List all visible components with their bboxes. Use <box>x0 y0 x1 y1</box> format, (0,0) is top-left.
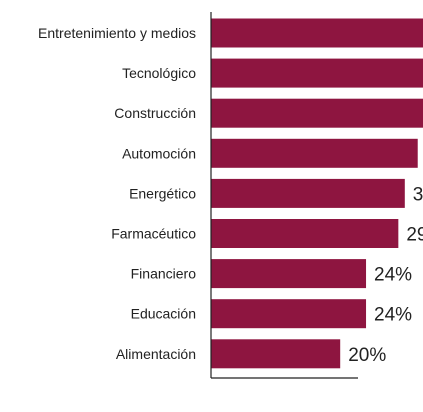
bar <box>211 98 423 128</box>
category-label: Tecnológico <box>122 65 196 81</box>
bar <box>211 18 423 48</box>
bar <box>211 138 418 168</box>
category-label: Automoción <box>122 145 196 161</box>
value-label: 20% <box>348 345 386 366</box>
bar <box>211 299 367 329</box>
bar <box>211 58 423 88</box>
value-label: 24% <box>374 265 412 286</box>
bar <box>211 339 341 369</box>
bar <box>211 259 367 289</box>
category-label: Financiero <box>131 266 197 282</box>
category-label: Energético <box>129 185 196 201</box>
bar <box>211 219 399 248</box>
value-label: 29% <box>406 225 423 246</box>
category-label: Construcción <box>114 105 196 121</box>
bar <box>211 178 405 208</box>
category-label: Entretenimiento y medios <box>38 25 196 41</box>
category-labels: Entretenimiento y medios Tecnológico Const… <box>38 25 196 362</box>
category-label: Alimentación <box>116 346 196 362</box>
category-label: Educación <box>131 306 196 322</box>
value-labels: 43%40%38%32%30%29%24%24%20% <box>348 184 423 366</box>
bars-group <box>211 18 423 369</box>
value-label: 30% <box>413 184 423 205</box>
category-label: Farmacéutico <box>111 226 196 242</box>
value-label: 24% <box>374 305 412 326</box>
